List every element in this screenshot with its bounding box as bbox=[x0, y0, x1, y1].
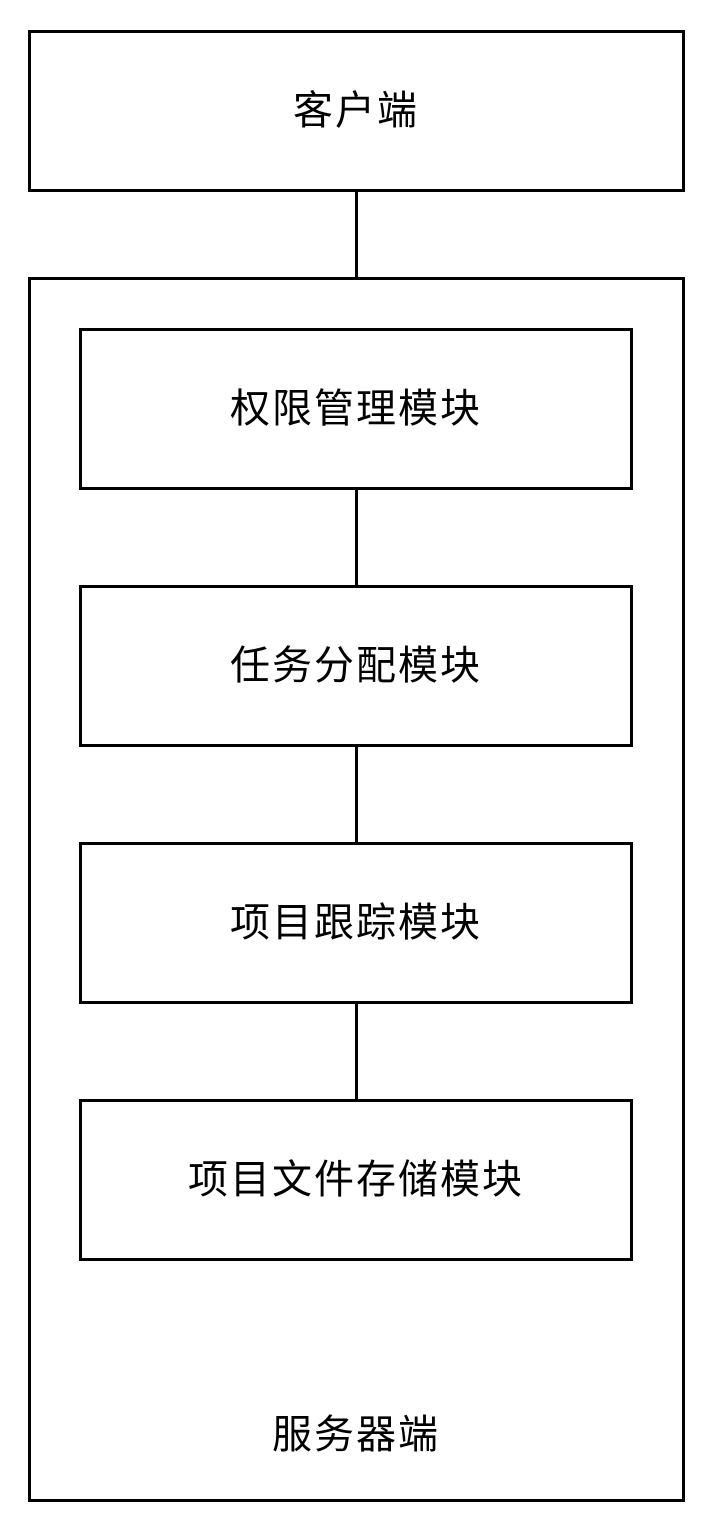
module-permission-label: 权限管理模块 bbox=[230, 385, 482, 433]
server-label-wrap: 服务器端 bbox=[272, 1411, 440, 1479]
connector-m1-m2 bbox=[355, 490, 358, 585]
module-permission: 权限管理模块 bbox=[79, 328, 633, 490]
server-label: 服务器端 bbox=[272, 1412, 440, 1457]
connector-m2-m3 bbox=[355, 747, 358, 842]
module-storage-label: 项目文件存储模块 bbox=[188, 1156, 524, 1204]
server-container: 权限管理模块 任务分配模块 项目跟踪模块 项目文件存储模块 服务器端 bbox=[28, 277, 685, 1502]
connector-client-server bbox=[355, 192, 358, 277]
module-tracking-label: 项目跟踪模块 bbox=[230, 899, 482, 947]
module-tracking: 项目跟踪模块 bbox=[79, 842, 633, 1004]
module-task: 任务分配模块 bbox=[79, 585, 633, 747]
client-label: 客户端 bbox=[293, 87, 419, 135]
module-storage: 项目文件存储模块 bbox=[79, 1099, 633, 1261]
connector-m3-m4 bbox=[355, 1004, 358, 1099]
system-architecture-diagram: 客户端 权限管理模块 任务分配模块 项目跟踪模块 项目文件存储模块 服务器端 bbox=[21, 30, 691, 1502]
client-box: 客户端 bbox=[28, 30, 685, 192]
module-task-label: 任务分配模块 bbox=[230, 642, 482, 690]
